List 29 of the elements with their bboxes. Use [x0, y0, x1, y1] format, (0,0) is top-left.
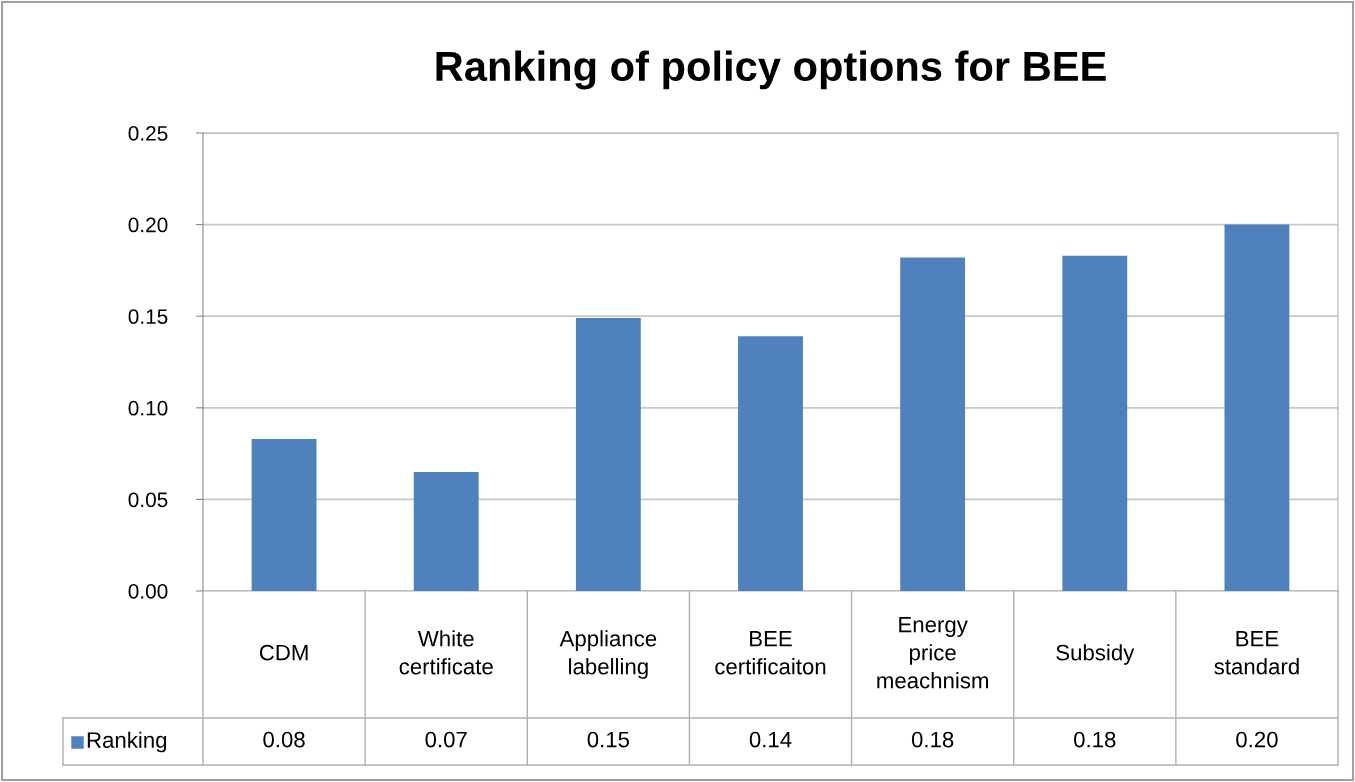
bar — [413, 471, 479, 591]
bar — [575, 318, 641, 591]
bar — [1062, 255, 1128, 591]
legend-label: Ranking — [87, 731, 167, 753]
chart-title: Ranking of policy options for BEE — [436, 50, 1106, 90]
x-tick-label: BEE standard — [1214, 630, 1299, 675]
y-tick-label: 0.25 — [128, 126, 168, 141]
bar — [738, 336, 803, 591]
data-label: 0.18 — [911, 731, 954, 748]
bar — [251, 438, 317, 591]
y-tick-label: 0.10 — [128, 400, 168, 416]
y-tick-label: 0.05 — [128, 492, 168, 508]
y-tick-label: 0.20 — [128, 217, 168, 233]
data-label: 0.20 — [1236, 731, 1278, 748]
bar — [900, 257, 966, 591]
bar — [1224, 224, 1290, 591]
x-tick-label: Appliance labelling — [559, 630, 657, 679]
y-tick-label: 0.15 — [128, 309, 168, 324]
x-tick-label: White certificate — [399, 630, 493, 675]
data-label: 0.07 — [425, 731, 467, 748]
x-tick-label: Energy price meachnism — [877, 617, 988, 689]
data-label: 0.14 — [749, 731, 792, 748]
x-tick-label: CDM — [259, 644, 308, 661]
x-tick-label: Subsidy — [1056, 644, 1135, 665]
data-label: 0.15 — [587, 731, 630, 748]
data-label: 0.18 — [1074, 731, 1116, 748]
x-tick-label: BEE certificaiton — [715, 630, 826, 675]
data-label: 0.08 — [263, 731, 305, 748]
y-tick-label: 0.00 — [128, 584, 168, 599]
